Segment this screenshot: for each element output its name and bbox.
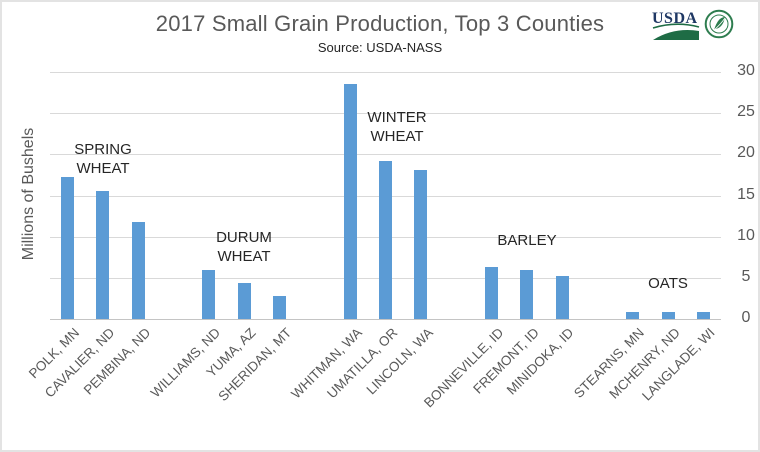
bar-minidoka-id [555, 276, 569, 319]
bar-stearns-mn [626, 311, 640, 319]
chart-title: 2017 Small Grain Production, Top 3 Count… [155, 11, 605, 36]
bar-pembina-nd [131, 221, 145, 319]
gridline-20 [50, 154, 721, 156]
plot-area [50, 72, 721, 320]
y-tick-label-30: 30 [737, 62, 755, 79]
y-tick-label-0: 0 [741, 309, 751, 326]
bar-yuma-az [237, 282, 251, 319]
y-tick-label-15: 15 [737, 185, 755, 203]
gridline-0 [50, 319, 721, 320]
bar-cavalier-nd [96, 190, 110, 319]
group-label-durum-wheat: DURUM WHEAT [216, 229, 272, 265]
usda-logo-icon: USDA [652, 9, 700, 46]
gridline-25 [50, 113, 721, 115]
bar-fremont-id [520, 269, 534, 319]
chart-subtitle: Source: USDA-NASS [317, 40, 443, 55]
bar-polk-mn [61, 177, 75, 319]
nass-logo-icon [704, 9, 734, 44]
bar-lincoln-wa [414, 169, 428, 319]
bar-bonneville-id [484, 267, 498, 319]
y-tick-label-10: 10 [737, 226, 755, 244]
group-label-barley: BARLEY [497, 232, 557, 249]
bar-sheridan-mt [273, 295, 287, 319]
group-label-winter-wheat: WINTER WHEAT [367, 109, 427, 145]
group-label-spring-wheat: SPRING WHEAT [74, 141, 132, 177]
y-tick-label-5: 5 [741, 267, 751, 285]
bar-langlade-wi [696, 312, 710, 319]
usda-wordmark-text: USDA [652, 10, 698, 27]
y-axis-title: Millions of Bushels [20, 127, 37, 261]
group-label-oats: OATS [648, 275, 688, 292]
bar-umatilla-or [379, 160, 392, 319]
bar-williams-nd [202, 269, 216, 319]
y-tick-label-20: 20 [737, 144, 755, 162]
y-tick-label-25: 25 [737, 103, 755, 121]
bar-whitman-wa [343, 83, 357, 319]
gridline-30 [50, 72, 721, 73]
bar-mchenry-nd [661, 312, 675, 319]
